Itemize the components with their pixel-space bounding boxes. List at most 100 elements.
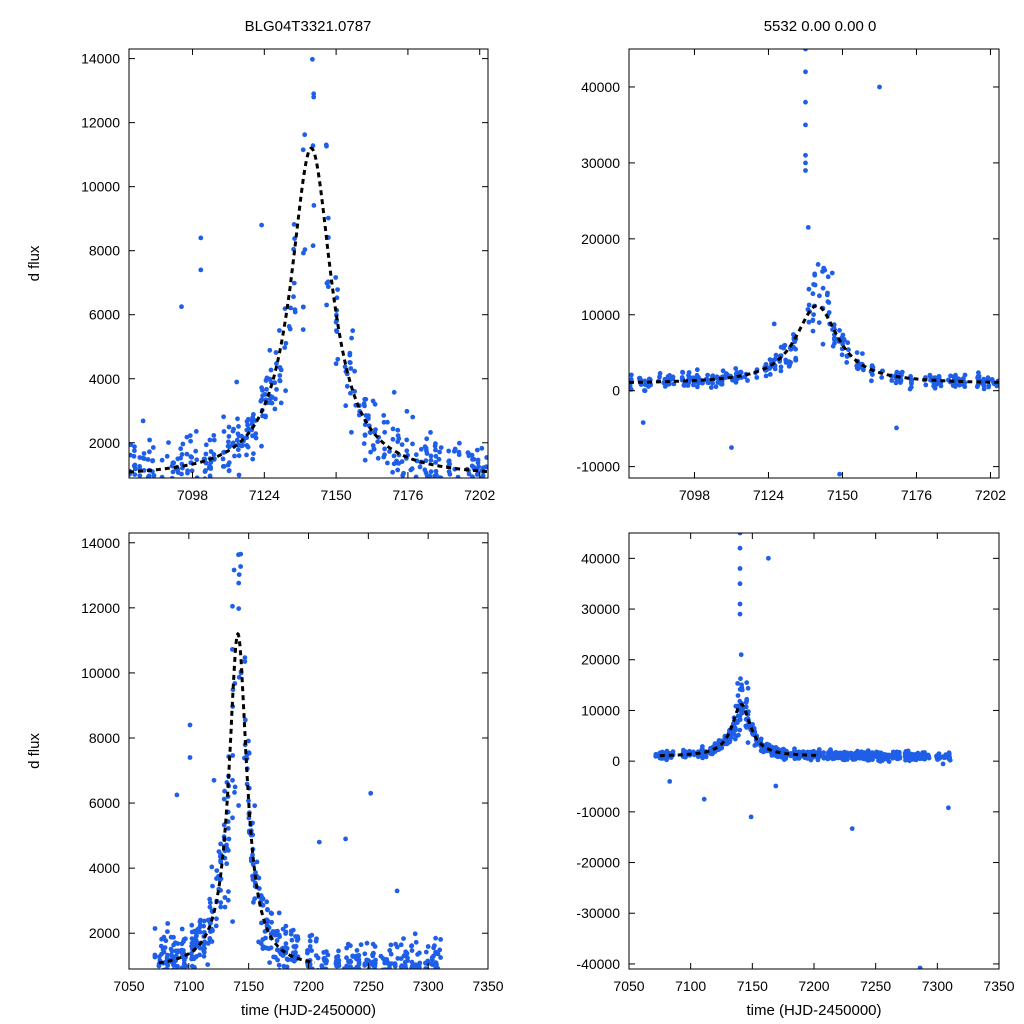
data-point: [174, 949, 180, 955]
data-point: [152, 926, 158, 931]
data-point: [251, 899, 256, 905]
data-point: [347, 958, 353, 964]
data-point: [355, 970, 360, 975]
data-point: [187, 433, 193, 438]
data-point: [209, 939, 215, 944]
data-point: [364, 940, 370, 946]
data-point: [381, 413, 387, 418]
data-point: [230, 815, 235, 821]
data-point: [238, 551, 244, 557]
data-point: [310, 9, 315, 14]
data-point: [733, 379, 739, 385]
data-point: [489, 451, 494, 456]
data-point: [251, 412, 256, 417]
data-point: [137, 464, 143, 469]
data-point: [399, 963, 405, 969]
data-point: [1001, 386, 1006, 391]
data-point: [311, 203, 317, 208]
title-right: 5532 0.00 0.00 0: [764, 18, 877, 35]
data-point: [265, 907, 270, 913]
data-point: [395, 439, 401, 445]
x-tick-label: 7176: [901, 487, 932, 503]
data-point: [670, 374, 676, 380]
data-point: [159, 474, 165, 478]
data-point: [432, 943, 437, 949]
data-point: [191, 964, 197, 969]
data-point: [198, 267, 204, 273]
data-point: [854, 350, 860, 355]
data-point: [235, 447, 241, 453]
data-point: [335, 954, 341, 959]
data-point: [274, 361, 279, 367]
data-point: [1000, 383, 1005, 388]
x-tick-label: 7300: [922, 978, 953, 994]
data-point: [417, 950, 422, 956]
data-point: [423, 478, 428, 483]
data-point: [824, 292, 830, 298]
data-point: [385, 979, 390, 984]
data-point: [207, 920, 213, 926]
data-point: [368, 790, 374, 796]
data-point: [437, 475, 443, 478]
data-point: [817, 754, 822, 759]
data-point: [394, 944, 400, 950]
data-point: [344, 945, 350, 951]
data-point: [735, 693, 741, 698]
data-point: [159, 457, 165, 463]
data-point: [803, 122, 808, 128]
data-point: [268, 367, 274, 373]
data-point: [221, 414, 227, 420]
data-point: [428, 469, 434, 475]
data-point: [142, 484, 147, 489]
data-point: [221, 429, 227, 434]
data-point: [150, 458, 155, 464]
data-point: [183, 936, 188, 942]
data-point: [326, 972, 331, 977]
data-point: [209, 864, 215, 870]
data-point: [324, 143, 329, 149]
data-point: [237, 487, 242, 492]
data-point: [350, 953, 355, 959]
data-point: [337, 977, 342, 982]
data-point: [400, 473, 406, 478]
data-point: [226, 439, 231, 445]
data-point: [437, 449, 442, 455]
data-point: [399, 979, 404, 984]
y-tick-label: -40000: [576, 956, 620, 972]
data-point: [899, 369, 905, 375]
data-point: [205, 941, 211, 946]
data-point: [424, 451, 430, 456]
data-point: [344, 987, 349, 992]
data-point: [366, 416, 371, 421]
data-point: [342, 975, 347, 980]
data-point: [220, 456, 226, 462]
data-point: [188, 438, 194, 444]
panels: 7098 7124 7150 7176 7202 2000 4000 6000 8000 1000…: [26, 9, 1015, 1019]
data-point: [226, 434, 232, 439]
data-point: [771, 357, 777, 363]
data-point: [326, 974, 331, 979]
data-point: [141, 451, 147, 456]
data-point: [146, 473, 152, 478]
data-point: [207, 463, 213, 469]
data-point: [189, 922, 195, 928]
data-point: [259, 385, 264, 391]
data-point: [433, 447, 438, 453]
data-point: [389, 980, 394, 985]
data-point: [157, 979, 162, 984]
data-point: [923, 382, 929, 388]
data-point: [333, 275, 339, 280]
data-point: [805, 225, 811, 230]
data-point: [222, 788, 228, 794]
data-point: [395, 980, 400, 985]
data-point: [269, 400, 275, 406]
data-point: [366, 959, 372, 965]
data-point: [157, 979, 162, 984]
data-point: [931, 380, 937, 386]
data-point: [622, 381, 627, 386]
data-point: [166, 975, 171, 980]
data-point: [300, 147, 306, 153]
data-point: [428, 453, 434, 459]
data-point: [324, 280, 330, 286]
data-point: [476, 509, 481, 514]
